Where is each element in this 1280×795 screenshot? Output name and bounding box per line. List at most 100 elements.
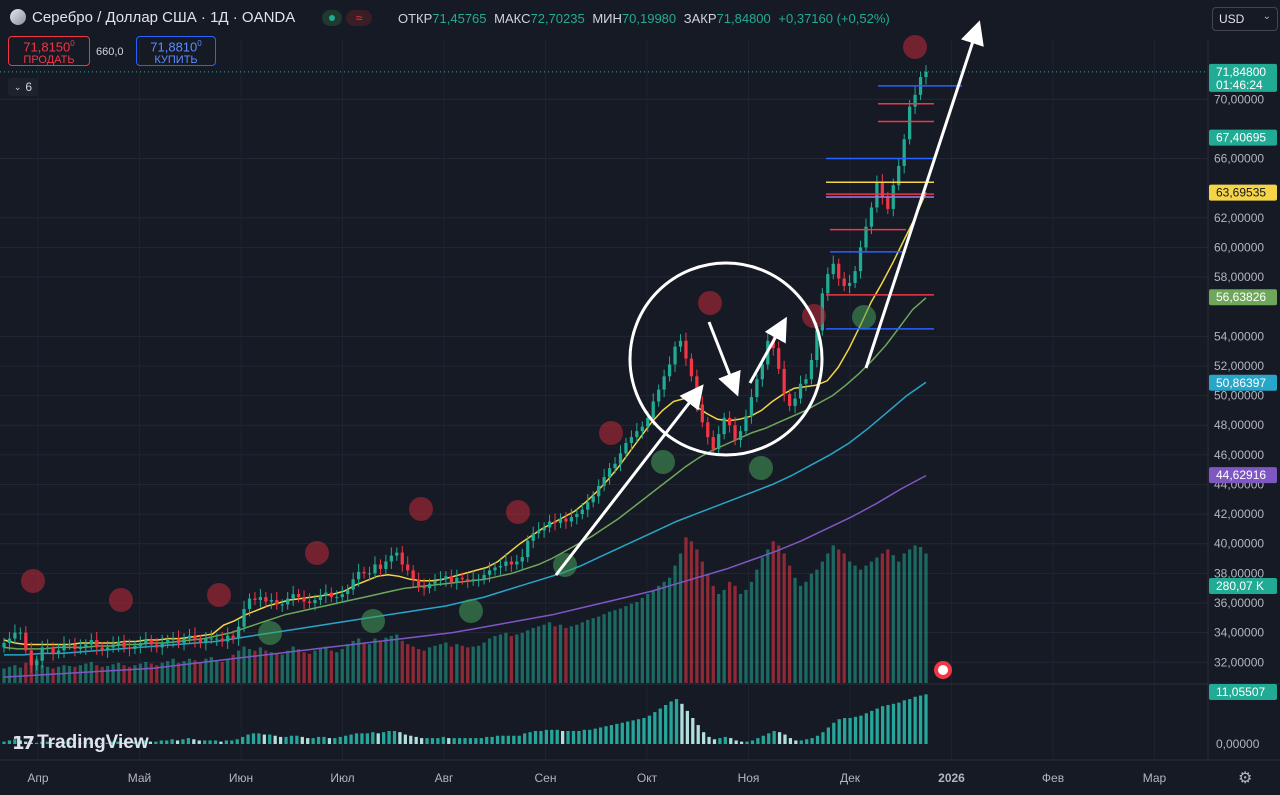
oscillator-bar	[523, 733, 527, 744]
volume-bar	[7, 666, 12, 683]
indicators-toggle[interactable]: ⌄ 6	[8, 78, 38, 96]
ma-mid-line	[3, 297, 927, 650]
volume-bar	[24, 662, 28, 683]
y-tick-label: 34,00000	[1214, 626, 1264, 640]
oscillator-bar	[18, 740, 22, 744]
buy-signal-marker	[361, 609, 385, 633]
volume-bar	[395, 634, 399, 683]
ohlc-legend: ОТКР71,45765 МАКС72,70235 МИН70,19980 ЗА…	[398, 11, 894, 26]
volume-bar	[84, 663, 88, 683]
symbol-title[interactable]: Серебро / Доллар США · 1Д · OANDA	[32, 9, 296, 26]
oscillator-bar	[387, 731, 391, 744]
volume-bar	[537, 626, 541, 683]
ohlc-open-key: ОТКР	[398, 11, 433, 26]
gear-icon[interactable]: ⚙	[1238, 770, 1253, 787]
x-tick-label: Апр	[27, 771, 49, 785]
volume-bar	[351, 640, 355, 683]
volume-bar	[389, 636, 393, 683]
price-tag-countdown: 01:46:24	[1216, 78, 1263, 92]
volume-bar	[547, 622, 552, 683]
oscillator-bar	[137, 741, 142, 744]
candle-body	[487, 570, 492, 575]
candle-body	[793, 398, 797, 406]
oscillator-bar	[409, 735, 413, 744]
oscillator-bar	[392, 731, 397, 744]
volume-bar	[651, 589, 655, 683]
candle-body	[738, 431, 743, 441]
volume-bar	[13, 665, 17, 683]
volume-bar	[100, 666, 104, 683]
candle-body	[198, 640, 203, 643]
volume-bar	[171, 658, 175, 683]
oscillator-bar	[306, 738, 310, 744]
currency-select[interactable]: USD ⌄	[1212, 7, 1278, 31]
sell-signal-marker	[698, 291, 722, 315]
oscillator-bar	[843, 718, 847, 744]
candle-body	[624, 442, 628, 454]
oscillator-bar	[653, 712, 657, 744]
volume-bar	[580, 622, 584, 683]
volume-bar	[897, 561, 901, 683]
candle-body	[193, 635, 197, 641]
candle-body	[673, 346, 677, 365]
sell-signal-marker	[207, 583, 231, 607]
ohlc-open-value: 71,45765	[432, 11, 487, 26]
candle-body	[367, 573, 372, 575]
candle-body	[547, 521, 552, 528]
annotation-arrow	[707, 321, 741, 397]
price-tag-label: 67,40695	[1216, 131, 1266, 145]
candle-body	[253, 598, 257, 601]
indicators-count: 6	[25, 80, 33, 94]
oscillator-bar	[566, 731, 570, 744]
candle-body	[13, 632, 17, 639]
candle-body	[204, 638, 208, 643]
price-tag-label: 71,84800	[1216, 65, 1266, 79]
oscillator-bar	[848, 718, 852, 744]
oscillator-bar	[718, 738, 722, 744]
volume-bar	[471, 646, 475, 683]
volume-bar	[913, 545, 917, 683]
oscillator-bar	[582, 729, 586, 744]
candle-body	[853, 271, 857, 283]
candle-body	[422, 586, 426, 589]
oscillator-bar	[517, 735, 521, 744]
oscillator-bar	[110, 741, 115, 744]
candle-body	[607, 468, 612, 478]
oscillator-bar	[880, 706, 885, 744]
oscillator-bar	[615, 723, 619, 744]
volume-bar	[242, 646, 246, 683]
chevron-down-icon: ⌄	[1262, 11, 1271, 22]
volume-bar	[558, 624, 563, 683]
volume-bar	[509, 636, 513, 683]
candle-body	[335, 597, 339, 599]
oscillator-bar	[875, 708, 879, 744]
candle-body	[924, 71, 928, 78]
candle-body	[291, 594, 295, 599]
volume-bar	[749, 581, 754, 683]
buy-button[interactable]: 71,88100 КУПИТЬ	[136, 36, 216, 66]
oscillator-bar	[29, 742, 33, 744]
oscillator-bar	[544, 729, 548, 744]
candle-body	[226, 635, 230, 642]
volume-bar	[302, 652, 306, 683]
volume-bar	[35, 658, 39, 683]
oscillator-bar	[490, 736, 494, 744]
candle-body	[455, 577, 459, 583]
annotation-arrow	[748, 316, 787, 384]
sell-button[interactable]: 71,81500 ПРОДАТЬ	[8, 36, 90, 66]
candle-body	[187, 635, 192, 639]
volume-bar	[247, 649, 252, 683]
candle-body	[618, 453, 623, 464]
tradingview-logo: 𝟭𝟳 TradingView	[12, 732, 149, 753]
oscillator-bar	[891, 703, 896, 744]
oscillator-bar	[45, 741, 50, 744]
volume-bar	[346, 644, 350, 683]
candle-body	[711, 437, 715, 449]
volume-bar	[831, 545, 835, 683]
candle-body	[433, 580, 437, 584]
volume-bar	[296, 649, 301, 683]
candle-body	[329, 592, 333, 598]
oscillator-bar	[105, 742, 109, 744]
oscillator-bar	[284, 736, 288, 744]
